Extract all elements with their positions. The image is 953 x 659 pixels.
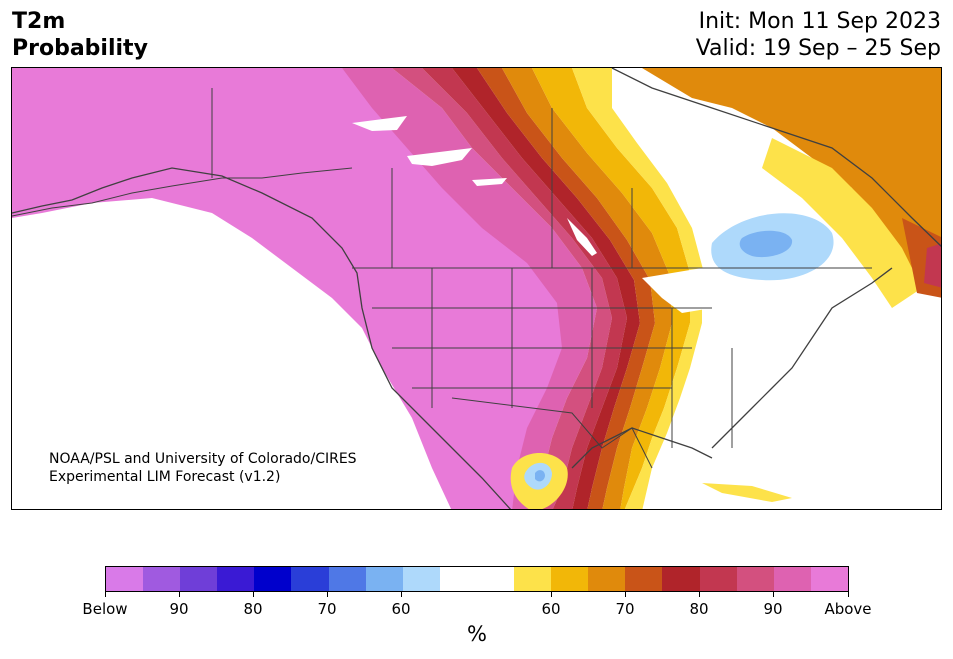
region-above-55 bbox=[572, 68, 704, 509]
colorbar-tickmark bbox=[253, 592, 254, 597]
colorbar-segment bbox=[106, 567, 144, 591]
colorbar-segment bbox=[328, 567, 366, 591]
forecast-dates: Init: Mon 11 Sep 2023 Valid: 19 Sep – 25… bbox=[696, 8, 941, 62]
colorbar-tickmark bbox=[105, 592, 106, 597]
colorbar-segment bbox=[217, 567, 255, 591]
valid-date: Valid: 19 Sep – 25 Sep bbox=[695, 36, 941, 61]
colorbar-tick-label: 70 bbox=[317, 600, 337, 618]
colorbar-tick-label: 90 bbox=[169, 600, 189, 618]
colorbar-segment bbox=[514, 567, 552, 591]
init-date: Init: Mon 11 Sep 2023 bbox=[698, 9, 941, 34]
colorbar-tickmark bbox=[179, 592, 180, 597]
lake-winnipeg bbox=[567, 218, 597, 256]
colorbar-segment bbox=[625, 567, 663, 591]
colorbar-tick-label: Below bbox=[82, 600, 128, 618]
colorbar-tick-label: 80 bbox=[243, 600, 263, 618]
forecast-map bbox=[11, 67, 942, 510]
colorbar-segment bbox=[810, 567, 848, 591]
region-above-60 bbox=[532, 68, 690, 509]
colorbar-tick-label: 90 bbox=[763, 600, 783, 618]
colorbar-unit-label: % bbox=[467, 622, 487, 646]
colorbar-segment bbox=[365, 567, 403, 591]
colorbar-tick-label: Above bbox=[824, 600, 872, 618]
forecast-credit: NOAA/PSL and University of Colorado/CIRE… bbox=[49, 450, 357, 486]
colorbar-segment bbox=[773, 567, 811, 591]
colorbar-segment bbox=[439, 567, 477, 591]
region-above-65 bbox=[502, 68, 672, 509]
colorbar-segment bbox=[402, 567, 440, 591]
colorbar-tickmark bbox=[699, 592, 700, 597]
colorbar-segment bbox=[662, 567, 700, 591]
colorbar-segment bbox=[180, 567, 218, 591]
region-mexico-blue-core bbox=[535, 470, 545, 482]
lake-great-slave bbox=[407, 148, 472, 166]
probability-colorbar bbox=[105, 566, 849, 592]
colorbar-tick-label: 60 bbox=[391, 600, 411, 618]
title-line-2: Probability bbox=[12, 36, 148, 61]
colorbar-segment bbox=[699, 567, 737, 591]
credit-line-2: Experimental LIM Forecast (v1.2) bbox=[49, 469, 281, 485]
colorbar-tickmark bbox=[773, 592, 774, 597]
coastlines bbox=[12, 68, 941, 509]
colorbar-tickmark bbox=[327, 592, 328, 597]
colorbar-segment bbox=[736, 567, 774, 591]
colorbar-segment bbox=[291, 567, 329, 591]
colorbar-segment bbox=[588, 567, 626, 591]
colorbar-tickmark bbox=[625, 592, 626, 597]
map-canvas bbox=[12, 68, 941, 509]
region-northeast-yellow bbox=[762, 138, 922, 308]
region-below-60 bbox=[739, 230, 793, 258]
colorbar-segment bbox=[254, 567, 292, 591]
colorbar-tickmark bbox=[848, 592, 849, 597]
colorbar-tick-label: 70 bbox=[615, 600, 635, 618]
region-northeast-orange bbox=[642, 68, 941, 278]
region-newfoundland bbox=[924, 243, 941, 288]
region-above-90 bbox=[342, 68, 597, 509]
credit-line-1: NOAA/PSL and University of Colorado/CIRE… bbox=[49, 451, 357, 467]
title-line-1: T2m bbox=[12, 9, 66, 34]
lake-athabasca bbox=[472, 178, 507, 186]
state-borders bbox=[12, 88, 872, 469]
colorbar-tick-label: 80 bbox=[689, 600, 709, 618]
map-title: T2m Probability bbox=[12, 8, 148, 62]
colorbar-tickmark bbox=[551, 592, 552, 597]
colorbar-segment bbox=[551, 567, 589, 591]
colorbar-segment bbox=[476, 567, 515, 591]
lake-great-bear bbox=[352, 116, 407, 131]
region-eastern-us-neutral bbox=[682, 288, 812, 468]
colorbar-segment bbox=[143, 567, 181, 591]
colorbar-tickmark bbox=[401, 592, 402, 597]
colorbar-tick-label: 60 bbox=[541, 600, 561, 618]
region-cuba bbox=[702, 483, 792, 502]
